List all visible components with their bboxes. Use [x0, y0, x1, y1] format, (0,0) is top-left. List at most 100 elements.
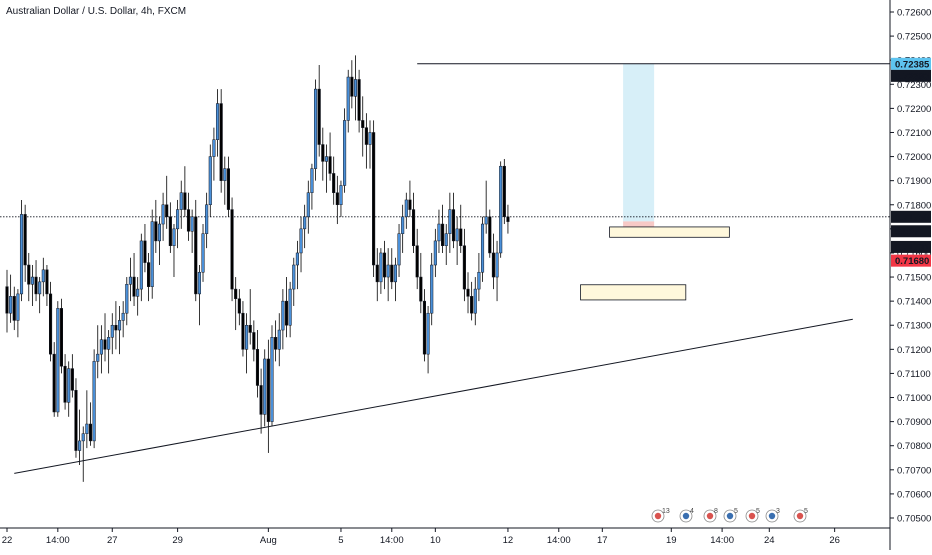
- candle: [281, 289, 285, 350]
- candle-body: [34, 276, 38, 295]
- candle-body: [277, 329, 281, 350]
- x-tick-label: 29: [172, 535, 183, 546]
- candle-body: [470, 296, 474, 314]
- x-tick-label: 10: [430, 535, 441, 546]
- candle: [23, 204, 27, 282]
- candle-body: [85, 423, 89, 434]
- candle: [49, 281, 53, 362]
- event-count-label: 5: [756, 508, 760, 515]
- candle-body: [45, 269, 49, 295]
- y-tick-label: 0.72300: [897, 80, 931, 91]
- candle-body: [56, 308, 60, 413]
- candle-body: [386, 264, 390, 278]
- candle: [9, 274, 13, 323]
- candle-body: [99, 339, 103, 355]
- candle: [433, 228, 437, 278]
- x-tick-label: 5: [338, 535, 343, 546]
- candle-body: [52, 353, 56, 413]
- candle-body: [415, 245, 419, 278]
- candle-body: [161, 204, 165, 225]
- candle: [74, 378, 78, 458]
- candle: [56, 301, 60, 417]
- position-target-zone: [623, 63, 655, 222]
- y-tick-label: 0.71100: [897, 369, 931, 380]
- candle-body: [306, 192, 310, 218]
- candle: [441, 204, 445, 253]
- candle-body: [259, 385, 263, 415]
- candle: [462, 228, 466, 302]
- price-tag: 0.71731: [891, 240, 931, 253]
- candle-body: [212, 139, 216, 157]
- candle-body: [205, 204, 209, 234]
- y-tick-label: 0.71400: [897, 297, 931, 308]
- candle-body: [495, 252, 499, 278]
- candle: [277, 313, 281, 367]
- candle: [339, 180, 343, 217]
- candle: [263, 349, 267, 427]
- candle: [401, 204, 405, 253]
- candle: [328, 132, 332, 181]
- candle: [219, 89, 223, 193]
- candle: [361, 96, 365, 157]
- candle: [183, 166, 187, 217]
- candle: [259, 368, 263, 434]
- candle-body: [128, 276, 132, 285]
- price-tag-bg: [891, 240, 931, 253]
- candle: [70, 354, 74, 398]
- zone-rect-1: [609, 226, 730, 238]
- candle-body: [281, 300, 285, 331]
- x-tick-label: 14:00: [380, 535, 404, 546]
- candle: [252, 320, 256, 362]
- candle: [172, 224, 176, 278]
- candle: [34, 260, 38, 302]
- candle: [422, 289, 426, 362]
- candle-body: [480, 223, 485, 273]
- candle-body: [248, 324, 252, 333]
- event-count-label: 13: [662, 508, 670, 515]
- candle-body: [234, 288, 238, 299]
- candle-body: [19, 214, 24, 295]
- event-count-label: 5: [804, 508, 808, 515]
- price-tag: 0.72383: [891, 69, 931, 82]
- candle: [78, 409, 82, 465]
- candle-body: [165, 204, 169, 218]
- candle-body: [324, 156, 328, 162]
- candle: [357, 69, 361, 133]
- candle-body: [117, 320, 122, 331]
- candle-body: [226, 168, 230, 210]
- candle: [295, 240, 299, 290]
- candle: [335, 175, 339, 225]
- y-tick-label: 0.71900: [897, 176, 931, 187]
- candle-body: [266, 358, 270, 422]
- candle: [241, 301, 245, 357]
- candle: [292, 257, 296, 306]
- y-tick-label: 0.72600: [897, 8, 931, 19]
- candle-body: [437, 223, 441, 242]
- candle: [117, 305, 122, 355]
- candle: [502, 158, 506, 225]
- candle: [314, 79, 318, 181]
- candle: [412, 192, 416, 253]
- candle: [459, 204, 463, 253]
- event-flag-dot: [768, 512, 776, 520]
- candle-body: [462, 245, 466, 290]
- event-flag-icon: 5: [723, 508, 738, 523]
- candle: [186, 192, 191, 241]
- candle: [99, 325, 103, 374]
- candle: [473, 277, 477, 326]
- candle-body: [448, 209, 452, 234]
- candle: [430, 252, 434, 326]
- candle-body: [190, 216, 194, 232]
- x-tick-label: 26: [829, 535, 840, 546]
- candle-body: [372, 132, 376, 266]
- candle-body: [74, 390, 78, 451]
- candle-body: [488, 216, 492, 254]
- candle-body: [172, 228, 176, 246]
- candle-body: [477, 271, 481, 290]
- candle: [343, 108, 347, 193]
- candle-body: [176, 209, 180, 230]
- candle-body: [390, 264, 394, 283]
- x-tick-label: 14:00: [547, 535, 571, 546]
- candle: [154, 199, 158, 253]
